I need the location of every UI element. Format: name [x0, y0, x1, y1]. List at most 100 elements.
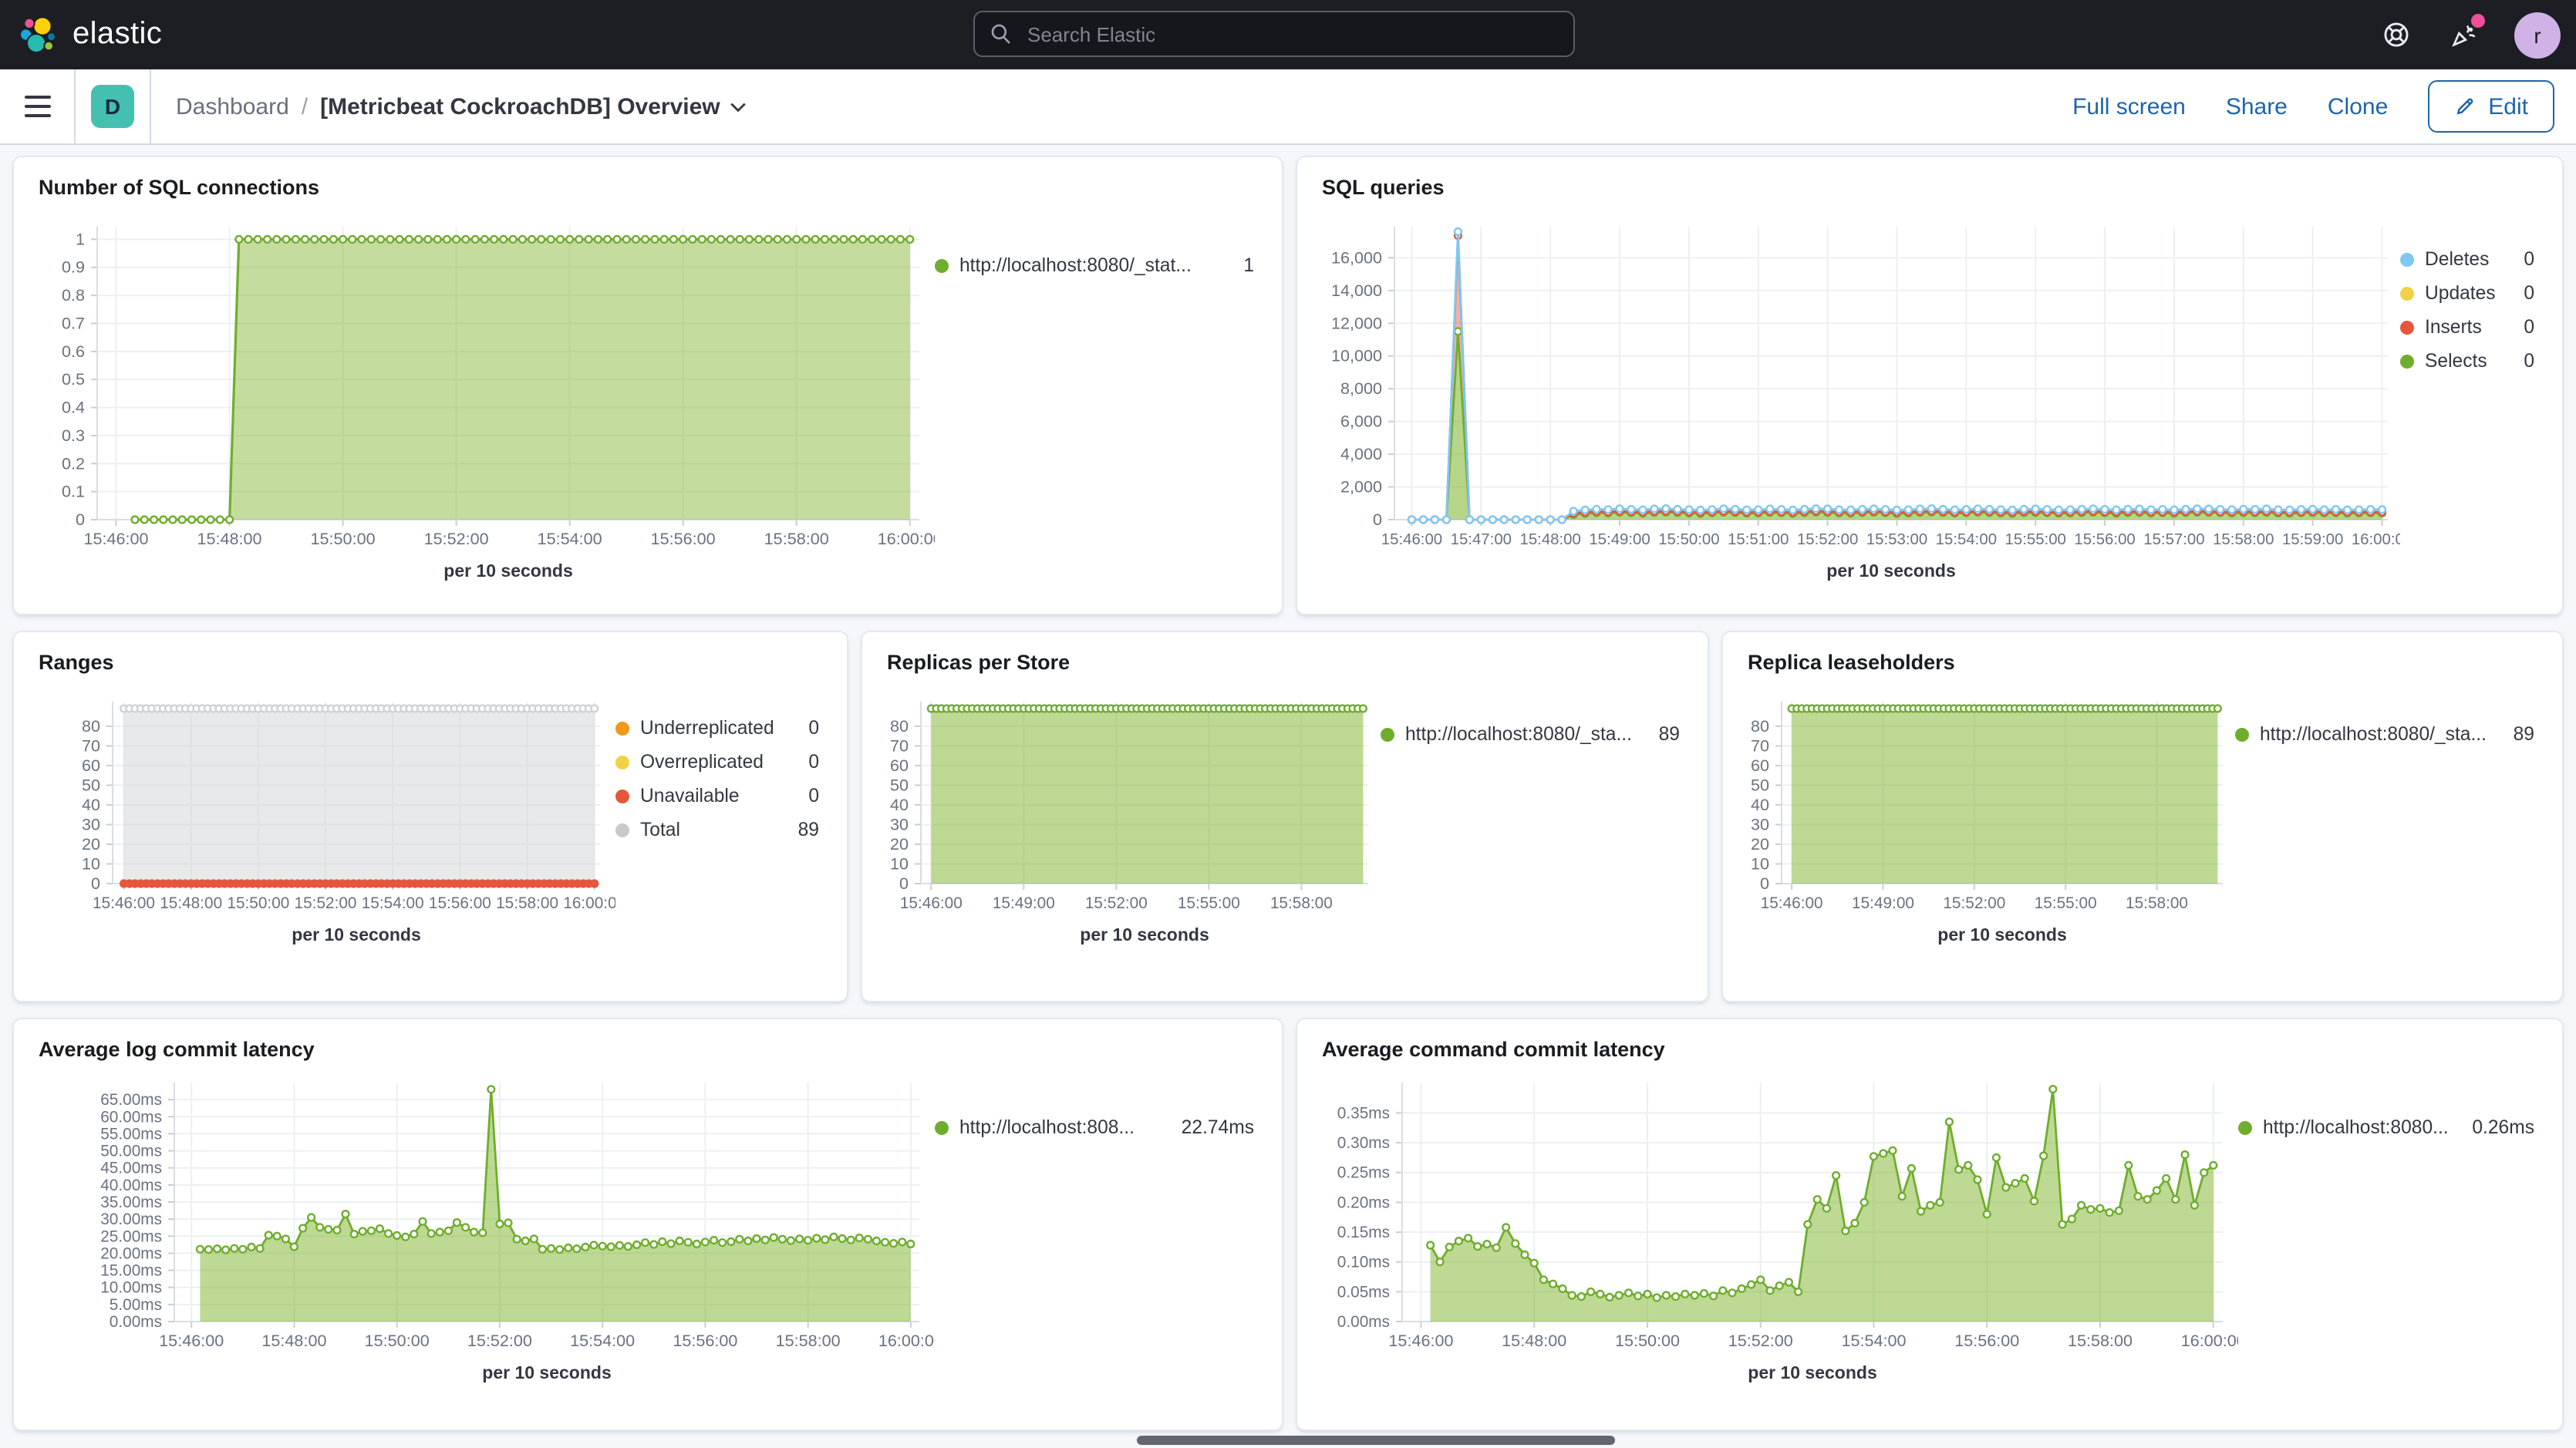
legend-series-dot: [2235, 727, 2249, 741]
share-button[interactable]: Share: [2225, 93, 2288, 120]
legend-series-value: 0: [2524, 316, 2534, 338]
legend-series-label: Deletes: [2425, 248, 2490, 270]
panel-title[interactable]: Replica leaseholders: [1748, 651, 1955, 674]
chart-legend: http://localhost:8080/_sta... 89: [2235, 677, 2547, 985]
svg-text:20: 20: [82, 834, 100, 854]
svg-text:4,000: 4,000: [1340, 444, 1382, 463]
svg-text:60: 60: [890, 756, 909, 775]
svg-text:0.30ms: 0.30ms: [1337, 1134, 1390, 1152]
svg-text:50: 50: [890, 775, 909, 794]
legend-item[interactable]: Selects 0: [2400, 350, 2534, 372]
global-search[interactable]: [973, 11, 1575, 57]
chart-legend: http://localhost:8080/_stat... 1: [935, 202, 1266, 600]
legend-item[interactable]: http://localhost:808... 22.74ms: [935, 1116, 1254, 1138]
panel-replica-leaseholders: Replica leaseholders 0 10 20 30 40 50 60 70 80 15…: [1721, 631, 2564, 1002]
svg-text:0.35ms: 0.35ms: [1337, 1104, 1390, 1122]
legend-item[interactable]: http://localhost:8080... 0.26ms: [2238, 1116, 2534, 1138]
legend-series-label: http://localhost:8080...: [2263, 1116, 2449, 1138]
svg-text:0.2: 0.2: [62, 453, 85, 473]
legend-item[interactable]: Deletes 0: [2400, 248, 2534, 270]
svg-text:15:50:00: 15:50:00: [1658, 531, 1719, 548]
svg-text:15:58:00: 15:58:00: [776, 1331, 841, 1350]
svg-text:15:50:00: 15:50:00: [365, 1331, 430, 1350]
svg-text:15:50:00: 15:50:00: [311, 529, 376, 548]
svg-text:35.00ms: 35.00ms: [100, 1194, 162, 1211]
breadcrumb-dashboard-link[interactable]: Dashboard: [176, 93, 289, 120]
svg-text:15:52:00: 15:52:00: [1085, 894, 1148, 912]
svg-text:0.25ms: 0.25ms: [1337, 1164, 1390, 1182]
svg-text:10.00ms: 10.00ms: [100, 1279, 162, 1297]
news-feed-icon[interactable]: [2446, 13, 2485, 52]
svg-text:20: 20: [890, 834, 909, 854]
elastic-brand[interactable]: elastic: [0, 15, 162, 55]
panel-title[interactable]: Number of SQL connections: [39, 176, 320, 199]
svg-text:16:00:00: 16:00:00: [2181, 1331, 2238, 1350]
legend-item[interactable]: Inserts 0: [2400, 316, 2534, 338]
search-input[interactable]: [1024, 21, 1558, 47]
horizontal-scrollbar[interactable]: [1137, 1436, 1615, 1445]
legend-item[interactable]: http://localhost:8080/_stat... 1: [935, 254, 1254, 276]
notification-dot: [2471, 13, 2485, 27]
legend-item[interactable]: http://localhost:8080/_sta... 89: [2235, 723, 2534, 745]
pencil-icon: [2456, 98, 2473, 115]
svg-text:per 10 seconds: per 10 seconds: [292, 924, 420, 945]
panel-title[interactable]: Ranges: [39, 651, 114, 674]
chart-legend: http://localhost:808... 22.74ms: [935, 1064, 1266, 1416]
legend-item[interactable]: http://localhost:8080/_sta... 89: [1381, 723, 1680, 745]
svg-text:0.7: 0.7: [62, 313, 85, 332]
svg-text:per 10 seconds: per 10 seconds: [1080, 924, 1209, 945]
legend-item[interactable]: Updates 0: [2400, 282, 2534, 304]
legend-item[interactable]: Overreplicated 0: [615, 751, 819, 773]
chart-legend: http://localhost:8080... 0.26ms: [2238, 1064, 2547, 1416]
svg-text:15:55:00: 15:55:00: [1178, 894, 1240, 912]
svg-text:40: 40: [890, 795, 909, 814]
svg-text:15:52:00: 15:52:00: [1728, 1331, 1793, 1350]
svg-text:20: 20: [1751, 834, 1769, 854]
chart-legend: Underreplicated 0 Overreplicated 0 Unavailab…: [615, 677, 831, 985]
toolbar-divider: [150, 69, 151, 143]
svg-text:15:54:00: 15:54:00: [538, 529, 602, 548]
legend-series-dot: [2400, 252, 2414, 266]
full-screen-button[interactable]: Full screen: [2072, 93, 2186, 120]
svg-text:15:59:00: 15:59:00: [2282, 531, 2343, 548]
svg-text:15:49:00: 15:49:00: [1589, 531, 1650, 548]
command-commit-latency-chart: 0.00ms 0.05ms 0.10ms 0.15ms 0.20ms 0.25ms 0.30…: [1310, 1064, 2246, 1416]
svg-text:15:48:00: 15:48:00: [1502, 1331, 1566, 1350]
svg-text:40.00ms: 40.00ms: [100, 1177, 162, 1194]
user-avatar[interactable]: r: [2514, 12, 2561, 58]
svg-text:30.00ms: 30.00ms: [100, 1211, 162, 1228]
legend-series-label: Updates: [2425, 282, 2496, 304]
panel-title[interactable]: Average log commit latency: [39, 1038, 315, 1061]
dashboard-space-badge[interactable]: D: [91, 85, 134, 128]
legend-series-value: 0: [808, 751, 819, 773]
svg-text:15:46:00: 15:46:00: [1761, 894, 1823, 912]
legend-series-value: 89: [1658, 723, 1680, 745]
help-icon[interactable]: [2379, 18, 2412, 52]
panel-title[interactable]: Replicas per Store: [887, 651, 1071, 674]
svg-text:8,000: 8,000: [1340, 379, 1382, 398]
legend-item[interactable]: Unavailable 0: [615, 785, 819, 807]
svg-text:70: 70: [1751, 736, 1769, 755]
panel-ranges: Ranges 0 10 20 30 40 50 60 70 80 15:46:00 15:48:00…: [12, 631, 848, 1002]
svg-text:0.4: 0.4: [62, 398, 85, 417]
menu-toggle-button[interactable]: [0, 69, 74, 143]
svg-text:15:53:00: 15:53:00: [1866, 531, 1927, 548]
svg-text:15:56:00: 15:56:00: [2074, 531, 2135, 548]
svg-text:30: 30: [82, 814, 100, 833]
legend-item[interactable]: Total 89: [615, 819, 819, 840]
svg-text:15:46:00: 15:46:00: [1388, 1331, 1453, 1350]
legend-item[interactable]: Underreplicated 0: [615, 717, 819, 739]
clone-button[interactable]: Clone: [2327, 93, 2389, 120]
svg-text:30: 30: [890, 814, 909, 833]
panel-title[interactable]: Average command commit latency: [1322, 1038, 1665, 1061]
svg-text:40: 40: [82, 795, 100, 814]
panel-title[interactable]: SQL queries: [1322, 176, 1445, 199]
svg-text:1: 1: [76, 229, 85, 248]
dashboard-title[interactable]: [Metricbeat CockroachDB] Overview: [320, 93, 747, 120]
svg-text:15:58:00: 15:58:00: [1270, 894, 1333, 912]
svg-text:80: 80: [890, 716, 909, 736]
svg-text:15:52:00: 15:52:00: [1797, 531, 1858, 548]
edit-button[interactable]: Edit: [2428, 80, 2554, 133]
svg-text:15:46:00: 15:46:00: [83, 529, 148, 548]
svg-text:0.10ms: 0.10ms: [1337, 1254, 1390, 1271]
